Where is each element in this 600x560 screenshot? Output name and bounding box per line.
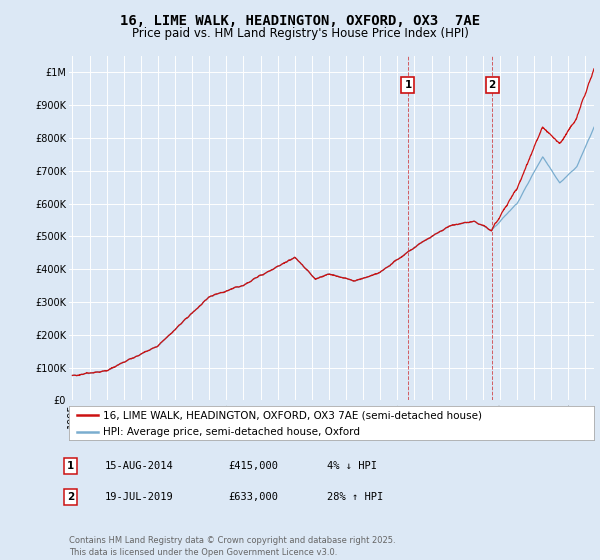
Text: 2: 2 <box>67 492 74 502</box>
Text: 4% ↓ HPI: 4% ↓ HPI <box>327 461 377 471</box>
Text: HPI: Average price, semi-detached house, Oxford: HPI: Average price, semi-detached house,… <box>103 427 360 437</box>
Text: £415,000: £415,000 <box>228 461 278 471</box>
Text: 28% ↑ HPI: 28% ↑ HPI <box>327 492 383 502</box>
Text: 15-AUG-2014: 15-AUG-2014 <box>105 461 174 471</box>
Text: £633,000: £633,000 <box>228 492 278 502</box>
Text: 2: 2 <box>488 80 496 90</box>
Text: 16, LIME WALK, HEADINGTON, OXFORD, OX3 7AE (semi-detached house): 16, LIME WALK, HEADINGTON, OXFORD, OX3 7… <box>103 410 482 420</box>
Text: 1: 1 <box>404 80 412 90</box>
Text: 1: 1 <box>67 461 74 471</box>
Text: 16, LIME WALK, HEADINGTON, OXFORD, OX3  7AE: 16, LIME WALK, HEADINGTON, OXFORD, OX3 7… <box>120 14 480 28</box>
Text: 19-JUL-2019: 19-JUL-2019 <box>105 492 174 502</box>
Text: Contains HM Land Registry data © Crown copyright and database right 2025.
This d: Contains HM Land Registry data © Crown c… <box>69 536 395 557</box>
Text: Price paid vs. HM Land Registry's House Price Index (HPI): Price paid vs. HM Land Registry's House … <box>131 27 469 40</box>
